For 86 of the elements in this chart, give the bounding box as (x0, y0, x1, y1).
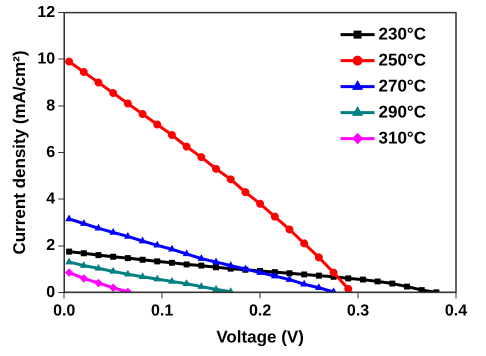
y-axis-title: Current density (mA/cm²) (10, 50, 29, 255)
point (270, 212, 279, 221)
point (94, 279, 102, 288)
legend-label: 270°C (378, 76, 426, 96)
point (168, 131, 176, 140)
x-tick-label: 0.3 (346, 302, 370, 320)
legend-label: 290°C (378, 102, 426, 122)
y-tick-label: 0 (46, 284, 56, 301)
point (314, 253, 323, 262)
point (301, 271, 308, 278)
y-tick-label: 4 (46, 190, 56, 208)
point (360, 276, 366, 283)
point (94, 78, 102, 87)
point (213, 264, 219, 270)
point (65, 58, 74, 66)
x-tick-label: 0.2 (248, 302, 272, 320)
point (168, 260, 175, 266)
point (65, 268, 74, 277)
point (140, 256, 146, 263)
point (227, 262, 234, 268)
point (315, 284, 322, 290)
x-axis-title: Voltage (V) (216, 327, 304, 346)
y-tick-label: 12 (37, 4, 56, 22)
y-tick-label: 2 (46, 237, 56, 254)
point (389, 280, 396, 287)
point (124, 255, 131, 262)
point (110, 254, 116, 260)
point (316, 272, 322, 279)
point (124, 270, 132, 276)
legend-label: 310°C (378, 128, 426, 148)
x-tick-label: 0.1 (151, 302, 174, 320)
point (94, 264, 102, 271)
point (212, 164, 220, 173)
legend-label: 230°C (378, 24, 426, 44)
point (226, 175, 235, 184)
point (344, 284, 352, 292)
point (138, 110, 147, 118)
point (168, 245, 176, 252)
point (80, 250, 87, 256)
point (66, 248, 72, 255)
point (183, 280, 190, 286)
point (182, 142, 191, 151)
point (212, 258, 220, 264)
point (285, 225, 294, 234)
x-tick-label: 0.4 (444, 302, 468, 320)
point (212, 285, 220, 292)
point (256, 200, 264, 208)
point (198, 262, 204, 269)
point (109, 284, 118, 292)
point (124, 232, 132, 239)
y-tick-label: 8 (46, 97, 56, 114)
point (154, 258, 160, 264)
point (330, 268, 338, 277)
point (154, 275, 161, 282)
point (139, 272, 146, 280)
point (404, 284, 410, 290)
point (286, 270, 292, 276)
y-tick-label: 10 (37, 50, 56, 68)
point (198, 282, 205, 289)
point (241, 188, 250, 196)
point (153, 120, 162, 129)
point (109, 89, 118, 98)
point (345, 275, 352, 282)
point (183, 250, 190, 256)
legend-label: 250°C (378, 50, 426, 70)
x-tick-label: 0.0 (53, 302, 76, 320)
point (80, 220, 88, 226)
point (66, 258, 73, 264)
point (300, 239, 308, 248)
point (374, 278, 381, 284)
point (110, 267, 117, 274)
y-tick-label: 6 (46, 144, 56, 161)
point (198, 254, 205, 261)
point (80, 274, 88, 282)
point (66, 214, 73, 222)
point (80, 68, 88, 76)
point (96, 252, 102, 258)
point (300, 280, 308, 286)
point (168, 277, 176, 284)
point (139, 237, 146, 244)
point (110, 228, 117, 235)
point (124, 100, 132, 108)
point (197, 153, 206, 162)
point (271, 272, 278, 278)
point (80, 262, 88, 268)
point (184, 261, 190, 268)
